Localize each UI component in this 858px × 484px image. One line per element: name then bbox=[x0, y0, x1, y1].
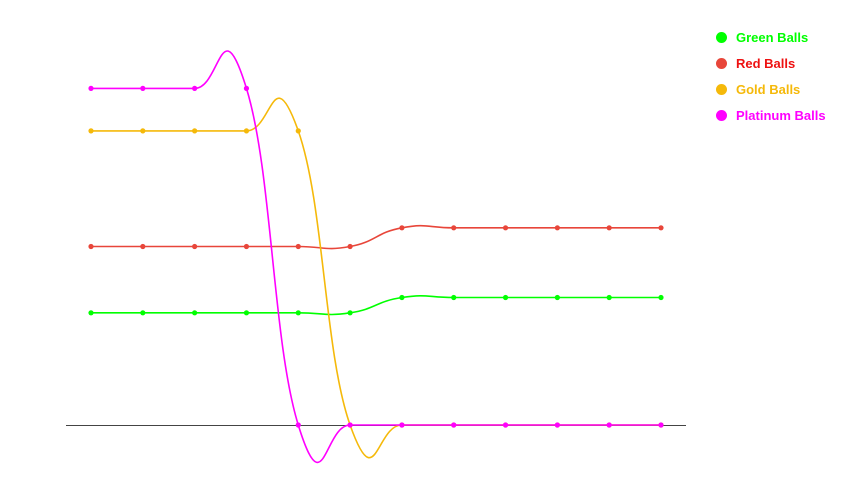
data-point-green-balls-9[interactable] bbox=[502, 294, 509, 301]
data-point-green-balls-10[interactable] bbox=[554, 294, 560, 301]
data-point-platinum-balls-7[interactable] bbox=[399, 422, 405, 428]
legend-item-gold-balls[interactable]: Gold Balls bbox=[716, 76, 826, 102]
data-point-red-balls-3[interactable] bbox=[192, 243, 198, 250]
series-line-red-balls bbox=[90, 224, 661, 250]
data-point-green-balls-3[interactable] bbox=[192, 310, 198, 316]
data-point-green-balls-11[interactable] bbox=[606, 294, 612, 301]
legend-marker-green-balls bbox=[716, 31, 727, 43]
data-point-red-balls-2[interactable] bbox=[140, 243, 146, 250]
data-point-platinum-balls-3[interactable] bbox=[192, 85, 198, 91]
data-point-red-balls-6[interactable] bbox=[347, 243, 353, 250]
data-point-red-balls-7[interactable] bbox=[399, 225, 405, 231]
data-point-red-balls-4[interactable] bbox=[243, 243, 250, 250]
data-point-platinum-balls-6[interactable] bbox=[347, 422, 353, 428]
data-point-gold-balls-4[interactable] bbox=[243, 128, 250, 134]
data-point-red-balls-8[interactable] bbox=[451, 225, 457, 231]
data-point-red-balls-12[interactable] bbox=[658, 225, 664, 231]
data-point-green-balls-6[interactable] bbox=[347, 310, 353, 316]
data-point-green-balls-5[interactable] bbox=[295, 310, 301, 316]
legend-item-red-balls[interactable]: Red Balls bbox=[716, 50, 826, 76]
data-point-platinum-balls-8[interactable] bbox=[451, 422, 457, 428]
data-point-platinum-balls-2[interactable] bbox=[140, 85, 146, 91]
legend-label-green-balls: Green Balls bbox=[736, 29, 809, 45]
legend-label-gold-balls: Gold Balls bbox=[736, 81, 801, 97]
data-point-platinum-balls-9[interactable] bbox=[502, 422, 509, 428]
data-point-green-balls-8[interactable] bbox=[451, 294, 457, 301]
data-point-green-balls-12[interactable] bbox=[658, 294, 664, 301]
data-point-gold-balls-3[interactable] bbox=[192, 128, 198, 134]
data-point-red-balls-1[interactable] bbox=[88, 243, 94, 250]
data-point-platinum-balls-4[interactable] bbox=[243, 85, 250, 91]
series-line-platinum-balls bbox=[91, 50, 661, 464]
data-point-platinum-balls-5[interactable] bbox=[295, 422, 301, 428]
series-layer bbox=[88, 50, 664, 464]
legend-marker-platinum-balls bbox=[716, 109, 727, 121]
data-point-gold-balls-5[interactable] bbox=[295, 128, 301, 134]
data-point-platinum-balls-10[interactable] bbox=[554, 422, 560, 428]
data-point-red-balls-11[interactable] bbox=[606, 225, 612, 231]
legend: Green Balls Red Balls Gold Balls Platinu… bbox=[716, 24, 826, 128]
data-point-platinum-balls-11[interactable] bbox=[606, 422, 612, 428]
legend-marker-gold-balls bbox=[716, 83, 727, 95]
data-point-red-balls-9[interactable] bbox=[502, 225, 509, 231]
data-point-green-balls-7[interactable] bbox=[399, 294, 405, 301]
legend-item-platinum-balls[interactable]: Platinum Balls bbox=[716, 102, 826, 128]
legend-label-platinum-balls: Platinum Balls bbox=[736, 107, 826, 123]
legend-label-red-balls: Red Balls bbox=[736, 55, 796, 71]
data-point-green-balls-4[interactable] bbox=[243, 310, 250, 316]
data-point-green-balls-1[interactable] bbox=[88, 310, 94, 316]
legend-item-green-balls[interactable]: Green Balls bbox=[716, 24, 826, 50]
data-point-platinum-balls-12[interactable] bbox=[658, 422, 664, 428]
legend-marker-red-balls bbox=[716, 57, 727, 69]
data-point-gold-balls-1[interactable] bbox=[88, 128, 94, 134]
series-line-gold-balls bbox=[91, 97, 661, 459]
data-point-gold-balls-2[interactable] bbox=[140, 128, 146, 134]
data-point-green-balls-2[interactable] bbox=[140, 310, 146, 316]
series-line-green-balls bbox=[91, 295, 661, 316]
data-point-platinum-balls-1[interactable] bbox=[88, 85, 94, 91]
data-point-red-balls-5[interactable] bbox=[295, 243, 301, 250]
data-point-red-balls-10[interactable] bbox=[554, 225, 560, 231]
